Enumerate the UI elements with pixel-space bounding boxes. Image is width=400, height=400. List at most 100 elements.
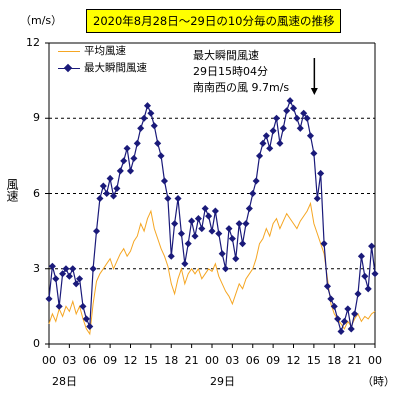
max-gust-point bbox=[313, 194, 321, 203]
max-gust-point bbox=[194, 215, 202, 223]
x-tick-label: 21 bbox=[184, 354, 199, 367]
max-gust-point bbox=[76, 275, 84, 283]
arrow-head bbox=[310, 88, 318, 95]
x-tick-label: 00 bbox=[42, 354, 56, 367]
y-unit-label: （m/s） bbox=[20, 14, 63, 27]
max-gust-point bbox=[167, 252, 175, 260]
max-gust-point bbox=[344, 305, 352, 313]
max-gust-point bbox=[72, 280, 80, 288]
max-gust-point bbox=[113, 184, 121, 193]
max-gust-point bbox=[272, 114, 281, 122]
x-tick-label: 12 bbox=[123, 354, 138, 367]
max-gust-point bbox=[283, 107, 291, 115]
max-gust-point bbox=[140, 114, 148, 122]
x-tick-label: 00 bbox=[205, 354, 219, 367]
legend-label-max-gust: 最大瞬間風速 bbox=[84, 62, 147, 74]
max-gust-point bbox=[45, 295, 53, 303]
max-gust-point bbox=[123, 144, 131, 152]
y-tick-label: 6 bbox=[33, 186, 40, 200]
x-tick-label: 03 bbox=[225, 354, 240, 367]
x-tick-label: 18 bbox=[327, 354, 342, 367]
x-tick-labels: 00 03 06 09 12 15 18 21 00 03 06 09 12 15 18 21 00 bbox=[0, 354, 400, 370]
max-gust-point bbox=[154, 139, 162, 147]
max-gust-point bbox=[174, 194, 182, 203]
max-gust-point bbox=[215, 230, 223, 238]
max-gust-point bbox=[126, 167, 135, 175]
max-gust-point bbox=[354, 290, 362, 298]
max-gust-point bbox=[48, 262, 56, 270]
max-gust-point bbox=[334, 315, 342, 323]
max-gust-point bbox=[245, 205, 253, 213]
legend-item-max-gust: 最大瞬間風速 bbox=[56, 60, 147, 77]
max-gust-point bbox=[279, 124, 287, 132]
y-tick-label: 0 bbox=[33, 337, 40, 350]
max-gust-point bbox=[266, 144, 274, 152]
max-gust-point bbox=[82, 315, 90, 323]
x-tick-label: 15 bbox=[306, 354, 321, 367]
peak-annotation: 最大瞬間風速 29日15時04分 南南西の風 9.7m/s bbox=[193, 48, 290, 96]
max-gust-point bbox=[191, 232, 199, 240]
x-tick-label: 15 bbox=[143, 354, 158, 367]
max-gust-point bbox=[177, 230, 185, 238]
max-gust-point bbox=[259, 139, 267, 147]
max-gust-point bbox=[310, 149, 318, 157]
max-gust-point bbox=[205, 212, 213, 220]
max-gust-point bbox=[303, 114, 311, 122]
max-gust-point bbox=[184, 240, 192, 248]
max-gust-point bbox=[106, 174, 114, 182]
series-layer bbox=[45, 97, 379, 336]
max-gust-point bbox=[225, 225, 233, 233]
x-tick-label: 12 bbox=[286, 354, 301, 367]
max-gust-point bbox=[188, 217, 196, 225]
max-gust-point bbox=[133, 139, 141, 147]
max-gust-point bbox=[276, 139, 284, 147]
max-gust-point bbox=[317, 169, 325, 177]
max-gust-point bbox=[347, 325, 355, 333]
max-gust-point bbox=[147, 109, 155, 117]
max-gust-point bbox=[201, 205, 209, 213]
y-tick-label: 12 bbox=[26, 36, 40, 49]
max-gust-point bbox=[120, 157, 128, 165]
max-gust-point bbox=[143, 102, 152, 110]
x-tick-label: 21 bbox=[347, 354, 362, 367]
max-gust-point bbox=[116, 167, 124, 175]
max-gust-point bbox=[222, 265, 230, 273]
max-gust-point bbox=[256, 152, 264, 160]
max-gust-point bbox=[323, 282, 331, 290]
legend: 平均風速 最大瞬間風速 bbox=[56, 43, 147, 77]
max-gust-point bbox=[351, 310, 359, 318]
max-gust-point bbox=[52, 275, 60, 283]
x-tick-label: 03 bbox=[62, 354, 77, 367]
day-label-28: 28日 bbox=[52, 375, 77, 388]
max-gust-point bbox=[232, 255, 240, 263]
max-gust-point bbox=[130, 154, 138, 162]
max-gust-point bbox=[198, 225, 206, 233]
x-unit-label: （時） bbox=[362, 375, 395, 388]
max-gust-point bbox=[296, 124, 304, 132]
max-gust-point bbox=[96, 194, 104, 203]
max-gust-point bbox=[103, 189, 111, 198]
y-tick-label: 9 bbox=[33, 111, 40, 125]
max-gust-point bbox=[235, 220, 243, 228]
max-gust-point bbox=[368, 242, 376, 250]
max-gust-point bbox=[86, 322, 94, 330]
legend-swatch-average bbox=[58, 51, 80, 52]
max-gust-point bbox=[157, 152, 165, 160]
legend-label-average: 平均風速 bbox=[84, 45, 126, 57]
max-gust-point bbox=[306, 132, 315, 140]
max-gust-point bbox=[218, 250, 226, 258]
max-gust-point bbox=[364, 285, 372, 293]
annotation-arrow bbox=[310, 58, 318, 95]
max-gust-point bbox=[137, 124, 145, 132]
max-gust-point bbox=[59, 270, 67, 278]
max-gust-point bbox=[252, 177, 260, 185]
max-gust-point bbox=[55, 302, 63, 310]
chart-title: 2020年8月28日～29日の10分毎の風速の推移 bbox=[86, 9, 342, 33]
max-gust-point bbox=[228, 235, 236, 243]
tick-marks bbox=[45, 42, 376, 348]
max-gust-point bbox=[337, 327, 345, 335]
max-gust-point bbox=[239, 240, 247, 248]
max-gust-point bbox=[242, 220, 250, 228]
max-gust-point bbox=[99, 182, 107, 190]
